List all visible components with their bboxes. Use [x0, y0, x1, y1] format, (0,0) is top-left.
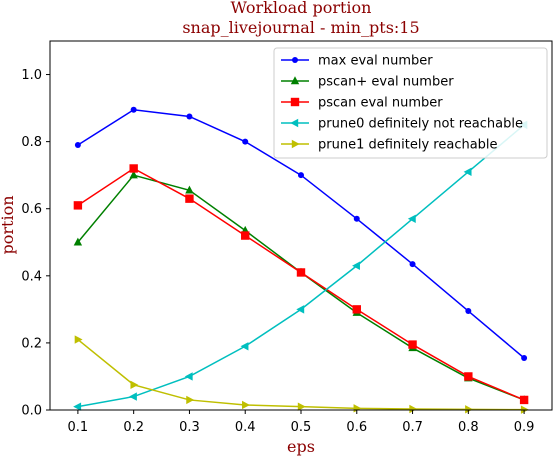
- data-point: [185, 185, 194, 194]
- data-point: [130, 380, 139, 390]
- axis-ticks: 0.1 0.2 0.3 0.4 0.5 0.6 0.7 0.8 0.9 0.0 0.2 0.4 0.6 0…: [21, 68, 534, 435]
- legend-label: pscan eval number: [318, 96, 443, 111]
- data-point: [296, 268, 306, 277]
- legend-label: prune1 definitely reachable: [318, 138, 498, 153]
- data-point: [240, 342, 249, 351]
- series-3: [73, 164, 529, 405]
- x-tick-label: 0.4: [235, 420, 256, 435]
- legend-marker: [290, 97, 300, 107]
- chart-subtitle: snap_livejournal - min_pts:15: [182, 18, 419, 37]
- legend: max eval number pscan+ eval number pscan e…: [273, 47, 548, 159]
- data-point: [409, 261, 416, 268]
- x-tick-label: 0.8: [458, 420, 479, 435]
- data-point: [128, 392, 137, 401]
- legend-label: prune0 definitely not reachable: [318, 117, 523, 132]
- series-1: [74, 106, 528, 362]
- data-point: [73, 237, 83, 246]
- legend-item: prune0 definitely not reachable: [281, 117, 523, 132]
- data-point: [74, 141, 81, 148]
- y-tick-label: 1.0: [21, 68, 42, 83]
- y-tick-label: 0.2: [21, 336, 42, 351]
- legend-item: prune1 definitely reachable: [281, 138, 498, 153]
- data-point: [407, 214, 416, 223]
- legend-marker: [290, 118, 299, 128]
- data-point: [186, 395, 195, 405]
- data-point: [353, 215, 360, 222]
- legend-label: max eval number: [318, 54, 433, 69]
- data-point: [296, 305, 305, 314]
- legend-item: pscan+ eval number: [281, 75, 454, 90]
- y-axis-label: portion: [0, 195, 17, 254]
- data-point: [463, 167, 472, 177]
- data-point: [298, 172, 304, 179]
- series-layer: [73, 106, 529, 414]
- data-point: [129, 170, 138, 179]
- x-tick-label: 0.5: [291, 420, 312, 435]
- y-tick-label: 0.8: [21, 135, 42, 150]
- data-point: [185, 194, 194, 203]
- data-point: [186, 113, 193, 120]
- data-point: [129, 164, 138, 173]
- plot-frame: [49, 40, 553, 411]
- data-point: [408, 340, 417, 349]
- legend-marker: [292, 57, 298, 63]
- data-point: [74, 335, 83, 344]
- x-tick-label: 0.7: [402, 420, 423, 435]
- x-tick-label: 0.1: [68, 420, 89, 435]
- data-point: [465, 405, 474, 414]
- y-tick-label: 0.0: [21, 404, 42, 419]
- data-point: [465, 308, 472, 315]
- data-point: [130, 106, 137, 113]
- data-point: [242, 138, 249, 145]
- series-5: [74, 335, 529, 414]
- y-tick-label: 0.4: [21, 269, 42, 284]
- data-point: [409, 404, 418, 414]
- data-point: [73, 402, 82, 411]
- legend-box: [273, 47, 548, 159]
- legend-marker: [290, 76, 300, 85]
- x-tick-label: 0.9: [514, 420, 535, 435]
- x-tick-label: 0.6: [346, 420, 367, 435]
- data-point: [352, 305, 361, 314]
- data-point: [464, 372, 473, 381]
- data-point: [352, 261, 360, 270]
- legend-item: max eval number: [281, 54, 433, 69]
- x-axis-label: eps: [287, 437, 315, 456]
- legend-marker: [291, 139, 300, 149]
- data-point: [242, 400, 250, 410]
- x-tick-label: 0.2: [123, 420, 144, 435]
- data-point: [73, 201, 83, 210]
- y-tick-label: 0.6: [21, 202, 42, 217]
- data-point: [519, 395, 529, 405]
- legend-label: pscan+ eval number: [318, 75, 454, 90]
- data-point: [241, 231, 250, 240]
- data-point: [521, 355, 528, 362]
- chart-title: Workload portion: [231, 0, 372, 17]
- legend-item: pscan eval number: [281, 96, 443, 111]
- x-tick-label: 0.3: [179, 420, 200, 435]
- data-point: [184, 372, 193, 381]
- data-point: [297, 402, 306, 411]
